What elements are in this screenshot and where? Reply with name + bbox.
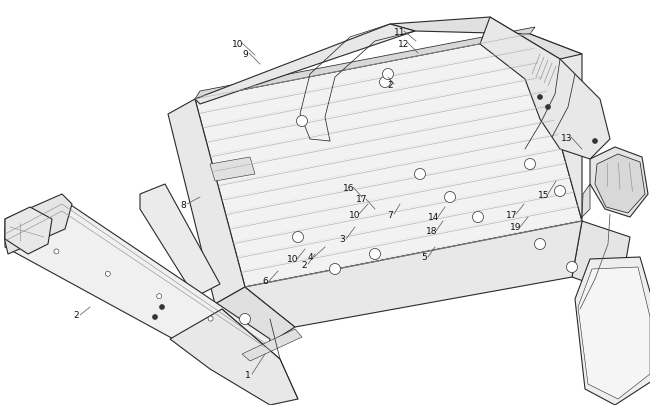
Circle shape	[159, 305, 164, 310]
Circle shape	[330, 264, 341, 275]
Text: 9: 9	[242, 49, 248, 58]
Text: 15: 15	[538, 190, 550, 199]
Circle shape	[593, 139, 597, 144]
Circle shape	[474, 214, 482, 221]
Polygon shape	[582, 185, 590, 217]
Circle shape	[382, 79, 389, 86]
Circle shape	[372, 251, 378, 258]
Circle shape	[545, 105, 551, 110]
Circle shape	[417, 171, 424, 178]
Circle shape	[567, 262, 577, 273]
Text: 2: 2	[387, 80, 393, 89]
Circle shape	[538, 95, 543, 100]
Polygon shape	[5, 207, 52, 254]
Text: 3: 3	[339, 235, 345, 244]
Polygon shape	[530, 35, 582, 222]
Circle shape	[536, 241, 543, 248]
Text: 4: 4	[307, 253, 313, 262]
Circle shape	[447, 194, 454, 201]
Text: 2: 2	[73, 311, 79, 320]
Text: 10: 10	[287, 255, 299, 264]
Text: 11: 11	[395, 28, 406, 36]
Text: 10: 10	[349, 210, 361, 219]
Circle shape	[239, 314, 250, 325]
Polygon shape	[390, 18, 582, 60]
Polygon shape	[595, 155, 645, 213]
Circle shape	[556, 188, 564, 195]
Polygon shape	[245, 222, 582, 327]
Text: 6: 6	[262, 277, 268, 286]
Text: 16: 16	[343, 183, 355, 192]
Circle shape	[369, 249, 380, 260]
Circle shape	[332, 266, 339, 273]
Polygon shape	[480, 18, 610, 160]
Polygon shape	[5, 194, 72, 254]
Circle shape	[54, 249, 59, 254]
Circle shape	[382, 69, 393, 80]
Polygon shape	[195, 28, 535, 100]
Text: 2: 2	[301, 260, 307, 269]
Circle shape	[157, 294, 162, 299]
Text: 19: 19	[510, 223, 522, 232]
Polygon shape	[572, 222, 630, 294]
Circle shape	[445, 192, 456, 203]
Polygon shape	[5, 200, 270, 359]
Polygon shape	[210, 158, 255, 181]
Polygon shape	[195, 35, 582, 287]
Circle shape	[534, 239, 545, 250]
Polygon shape	[578, 267, 650, 399]
Circle shape	[569, 264, 575, 271]
Text: 5: 5	[421, 253, 427, 262]
Text: 7: 7	[387, 210, 393, 219]
Text: 17: 17	[506, 210, 518, 219]
Polygon shape	[590, 148, 648, 217]
Polygon shape	[140, 185, 220, 297]
Text: 18: 18	[426, 227, 437, 236]
Circle shape	[526, 161, 534, 168]
Polygon shape	[195, 25, 415, 105]
Polygon shape	[168, 100, 245, 304]
Circle shape	[153, 315, 157, 320]
Circle shape	[415, 169, 426, 180]
Circle shape	[380, 77, 391, 88]
Polygon shape	[575, 257, 650, 405]
Circle shape	[554, 186, 565, 197]
Text: 12: 12	[398, 39, 410, 48]
Polygon shape	[215, 287, 295, 344]
Text: 13: 13	[561, 133, 573, 142]
Circle shape	[242, 316, 248, 323]
Text: 17: 17	[356, 195, 368, 204]
Polygon shape	[170, 309, 298, 405]
Circle shape	[208, 316, 213, 321]
Text: 10: 10	[232, 39, 244, 48]
Circle shape	[525, 159, 536, 170]
Circle shape	[296, 116, 307, 127]
Polygon shape	[242, 329, 302, 361]
Text: 14: 14	[428, 213, 439, 222]
Circle shape	[385, 71, 391, 78]
Text: 1: 1	[245, 370, 251, 379]
Circle shape	[298, 118, 306, 125]
Circle shape	[294, 234, 302, 241]
Circle shape	[473, 212, 484, 223]
Text: 8: 8	[180, 200, 186, 209]
Circle shape	[292, 232, 304, 243]
Circle shape	[105, 272, 110, 277]
